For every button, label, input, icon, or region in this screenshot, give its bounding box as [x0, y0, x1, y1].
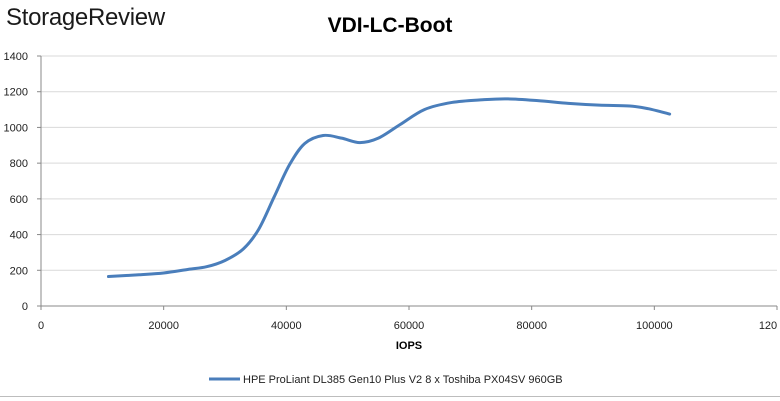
- x-tick-label: 120: [759, 320, 777, 332]
- x-tick-label: 0: [38, 320, 44, 332]
- x-axis-title: IOPS: [396, 340, 422, 352]
- y-tick-label: 600: [10, 194, 28, 206]
- y-tick-label: 1400: [4, 51, 28, 63]
- y-tick-label: 0: [22, 301, 28, 313]
- x-tick-label: 60000: [394, 320, 425, 332]
- x-tick-labels: 0 20000 40000 60000 80000 100000 120: [38, 320, 777, 332]
- chart-title: VDI-LC-Boot: [327, 14, 453, 37]
- gridlines: [41, 55, 777, 271]
- y-tick-label: 1000: [4, 122, 28, 134]
- x-tick-label: 80000: [516, 320, 547, 332]
- y-tick-label: 400: [10, 230, 28, 242]
- y-tick-labels: 0 200 400 600 800 1000 1200 1400: [4, 51, 28, 313]
- x-tick-label: 100000: [636, 320, 673, 332]
- bottom-rule: [0, 396, 780, 397]
- x-tick-label: 20000: [148, 320, 179, 332]
- x-tick-label: 40000: [271, 320, 302, 332]
- y-tick-label: 1200: [4, 87, 28, 99]
- y-tick-label: 800: [10, 158, 28, 170]
- legend-label: HPE ProLiant DL385 Gen10 Plus V2 8 x Tos…: [243, 374, 563, 386]
- legend: HPE ProLiant DL385 Gen10 Plus V2 8 x Tos…: [209, 374, 563, 386]
- series-line: [106, 97, 672, 279]
- axes: [37, 55, 778, 310]
- y-tick-label: 200: [10, 265, 28, 277]
- brand-logo: StorageReview: [6, 4, 165, 31]
